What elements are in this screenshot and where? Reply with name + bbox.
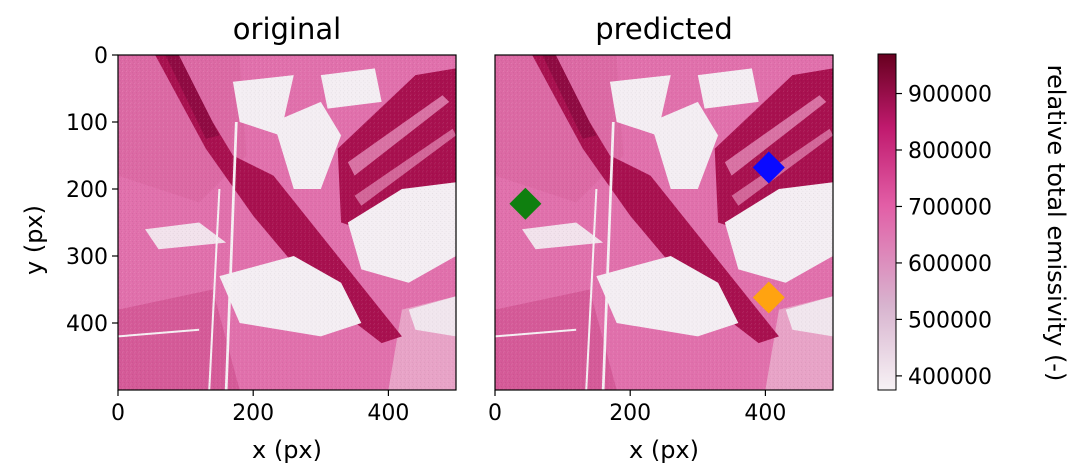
colorbar-label: relative total emissivity (-) <box>1042 65 1070 382</box>
panel-original: original 0 200 400 0 100 200 300 400 x (px) y … <box>20 12 458 464</box>
marker-diamond <box>509 187 542 220</box>
colorbar-tick-label: 900000 <box>908 83 992 108</box>
axes-frame-left <box>117 54 457 391</box>
ytick-label: 100 <box>66 111 108 136</box>
right-xtick-label: 400 <box>744 401 786 426</box>
ytick-label: 0 <box>94 44 108 69</box>
x-axis-label-left: x (px) <box>252 436 322 464</box>
colorbar-ticks: 400000 500000 600000 700000 800000 900000 <box>896 83 992 390</box>
markers-predicted <box>509 151 785 314</box>
right-xtick-label: 0 <box>488 401 502 426</box>
colorbar-gradient <box>877 53 897 391</box>
heatmap-original <box>116 53 458 392</box>
left-xtick-label: 200 <box>232 401 274 426</box>
colorbar-tick-label: 600000 <box>908 252 992 277</box>
marker-diamond <box>752 281 785 314</box>
left-xtick-label: 400 <box>367 401 409 426</box>
colorbar-tick-label: 400000 <box>908 365 992 390</box>
ytick-label: 200 <box>66 178 108 203</box>
x-axis-label-right: x (px) <box>629 436 699 464</box>
colorbar-tick-label: 800000 <box>908 139 992 164</box>
right-xtick-label: 200 <box>609 401 651 426</box>
ytick-label: 300 <box>66 245 108 270</box>
colorbar: 400000 500000 600000 700000 800000 900000 rel… <box>877 53 1070 391</box>
marker-diamond <box>752 151 785 184</box>
x-ticks-right: 0 200 400 <box>488 390 786 426</box>
panel-title-predicted: predicted <box>595 12 733 46</box>
ytick-label: 400 <box>66 312 108 337</box>
x-ticks-left: 0 200 400 <box>111 390 409 426</box>
colorbar-tick-label: 500000 <box>908 308 992 333</box>
axes-frame-right <box>494 54 834 391</box>
y-axis-label: y (px) <box>20 205 48 275</box>
panel-title-original: original <box>233 12 341 46</box>
colorbar-tick-label: 700000 <box>908 195 992 220</box>
left-xtick-label: 0 <box>111 401 125 426</box>
panel-predicted: predicted 0 200 400 x (px) <box>488 12 835 464</box>
heatmap-predicted <box>493 53 835 392</box>
y-ticks-left: 0 100 200 300 400 <box>66 44 118 337</box>
